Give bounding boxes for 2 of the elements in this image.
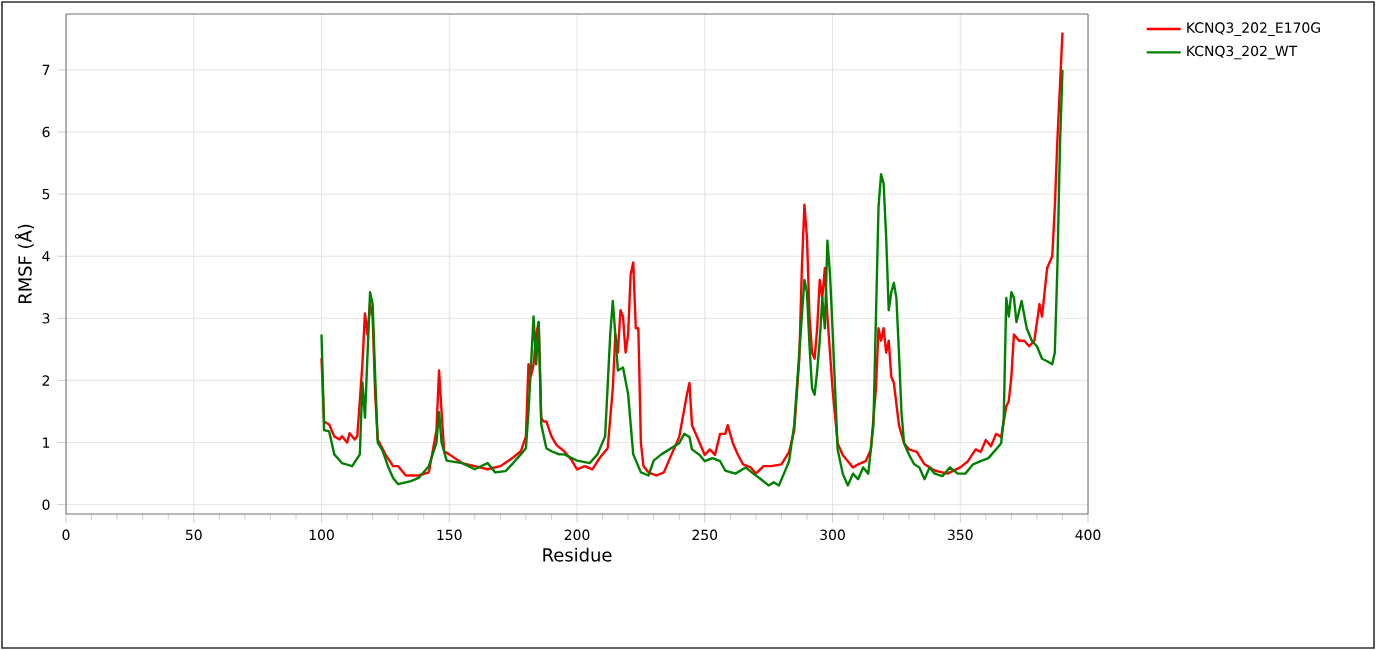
x-axis-title: Residue <box>543 547 612 562</box>
y-axis-title: RMSF (Å) <box>14 224 34 304</box>
